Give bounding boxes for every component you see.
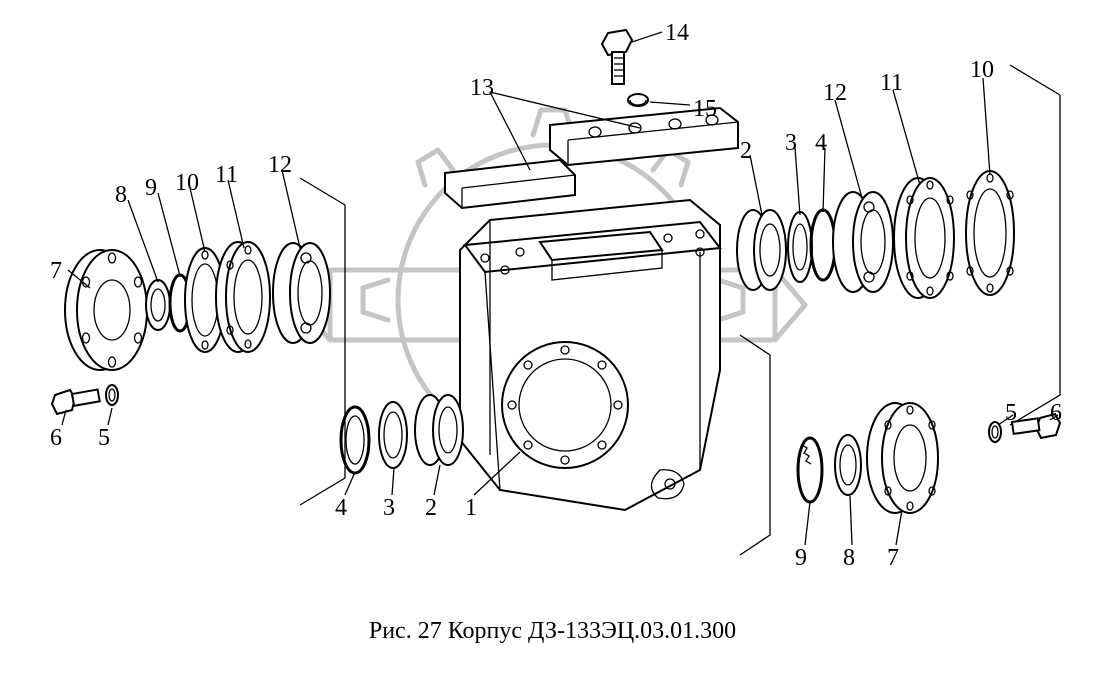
- right-seal-8: [835, 435, 861, 495]
- callout-13: 13: [470, 75, 494, 102]
- callout-3b: 3: [383, 495, 395, 522]
- callout-4r: 4: [815, 130, 827, 157]
- lower-left-ring-3: [379, 402, 407, 468]
- figure-caption: Рис. 27 Корпус ДЗ-133ЭЦ.03.01.300: [0, 618, 1105, 645]
- bolt-top: [602, 30, 632, 84]
- callout-12r: 12: [823, 80, 847, 107]
- spring-washer-top: [628, 94, 648, 106]
- callout-1: 1: [465, 495, 477, 522]
- callout-5r: 5: [1005, 400, 1017, 427]
- right-ring-9: [798, 438, 822, 502]
- right-ring-4: [811, 210, 835, 280]
- callout-15: 15: [693, 96, 717, 123]
- left-seal-8: [146, 280, 170, 330]
- left-cover-11: [216, 242, 270, 352]
- callout-10l: 10: [175, 170, 199, 197]
- callout-2b: 2: [425, 495, 437, 522]
- right-ring-3: [788, 212, 812, 282]
- right-washer-5: [989, 422, 1001, 442]
- drawing-stage: OPEX: [0, 0, 1105, 682]
- right-projection-plane-lower: [740, 335, 770, 555]
- callout-14: 14: [665, 20, 689, 47]
- callout-11l: 11: [215, 162, 238, 189]
- left-bolt-6: [52, 389, 100, 414]
- clamp-bar-rear: [445, 160, 575, 208]
- right-gasket-10: [966, 171, 1014, 295]
- callout-7r: 7: [887, 545, 899, 572]
- left-bearing-12: [273, 243, 330, 343]
- callout-7l: 7: [50, 258, 62, 285]
- lower-left-sleeve-2: [415, 395, 463, 465]
- left-flange-7: [65, 250, 147, 370]
- right-flange-7: [867, 403, 938, 513]
- callout-8l: 8: [115, 182, 127, 209]
- callout-8r: 8: [843, 545, 855, 572]
- technical-diagram-svg: OPEX: [0, 0, 1105, 682]
- callout-4b: 4: [335, 495, 347, 522]
- right-cover-11: [894, 178, 954, 298]
- callout-12l: 12: [268, 152, 292, 179]
- callout-10r: 10: [970, 57, 994, 84]
- callout-3r: 3: [785, 130, 797, 157]
- callout-5l: 5: [98, 425, 110, 452]
- callout-6l: 6: [50, 425, 62, 452]
- housing-body: [460, 200, 720, 510]
- callout-6r: 6: [1050, 400, 1062, 427]
- right-projection-plane-upper: [1010, 65, 1060, 425]
- callout-9l: 9: [145, 175, 157, 202]
- right-bearing-12: [833, 192, 893, 292]
- callout-2r: 2: [740, 138, 752, 165]
- left-washer-5: [106, 385, 118, 405]
- callout-9r: 9: [795, 545, 807, 572]
- callout-11r: 11: [880, 70, 903, 97]
- right-sleeve-2: [737, 210, 786, 290]
